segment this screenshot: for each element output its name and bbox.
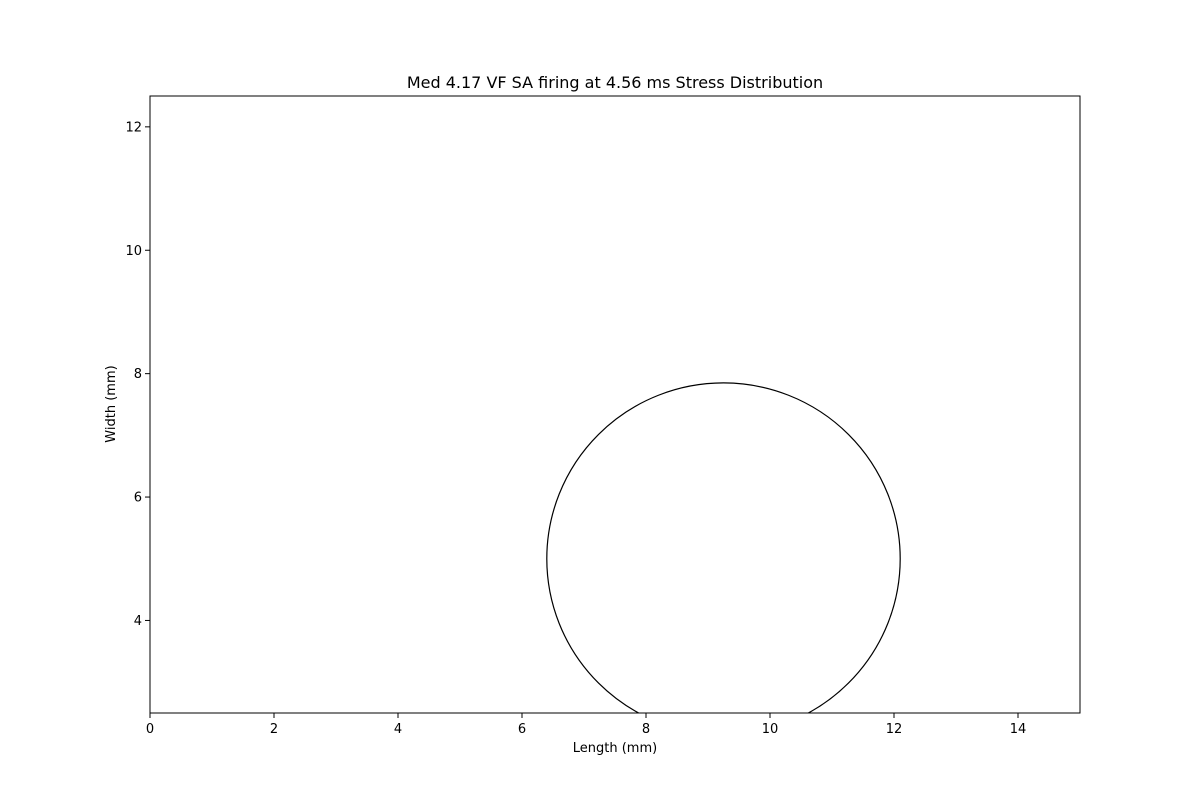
- stress-circle: [546, 382, 901, 713]
- x-tick-label: 0: [146, 722, 154, 737]
- y-axis: 4 6 8 10 12: [125, 120, 150, 629]
- x-tick-label: 10: [762, 722, 779, 737]
- x-tick-label: 2: [270, 722, 278, 737]
- x-tick-label: 8: [642, 722, 650, 737]
- y-tick-label: 12: [125, 120, 142, 135]
- chart-title: Med 4.17 VF SA firing at 4.56 ms Stress …: [407, 73, 823, 92]
- y-tick-label: 8: [134, 367, 142, 382]
- x-axis: 0 2 4 6 8 10 12 14: [146, 713, 1026, 737]
- y-tick-label: 6: [134, 491, 142, 506]
- x-tick-label: 14: [1010, 722, 1027, 737]
- y-tick-label: 4: [134, 614, 142, 629]
- plot-marks: [546, 382, 901, 713]
- x-tick-label: 6: [518, 722, 526, 737]
- plot-frame: [149, 95, 1081, 714]
- x-tick-label: 12: [886, 722, 903, 737]
- y-tick-label: 10: [125, 244, 142, 259]
- x-axis-label: Length (mm): [573, 741, 657, 756]
- x-tick-label: 4: [394, 722, 402, 737]
- y-axis-label: Width (mm): [104, 365, 119, 442]
